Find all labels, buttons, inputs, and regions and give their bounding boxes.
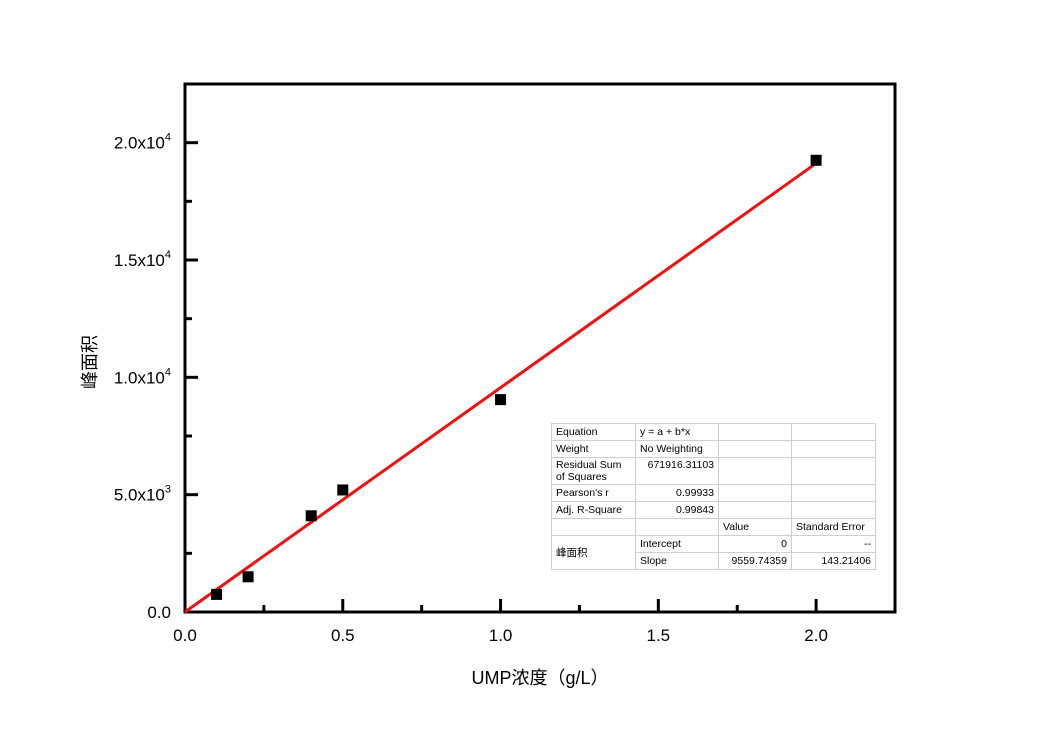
y-axis-title: 峰面积 (80, 335, 100, 389)
intercept-label: Intercept (635, 535, 719, 553)
y-tick-label: 2.0x104 (114, 132, 171, 153)
data-point (305, 510, 317, 522)
value-header: Value (718, 518, 792, 536)
pearson-label: Pearson's r (551, 484, 636, 502)
equation-label: Equation (551, 423, 636, 441)
table-row: Slope 9559.74359 143.21406 (552, 552, 876, 570)
intercept-value: 0 (718, 535, 792, 553)
data-points (211, 154, 822, 600)
x-axis-title: UMP浓度（g/L） (471, 668, 608, 688)
table-row: Weight No Weighting (551, 440, 876, 458)
rss-value: 671916.31103 (635, 457, 719, 485)
y-tick-label: 1.0x104 (114, 366, 171, 387)
x-tick-label: 0.0 (173, 626, 197, 645)
data-point (211, 588, 223, 600)
slope-value: 9559.74359 (718, 552, 792, 570)
x-tick-label: 0.5 (331, 626, 355, 645)
table-row: Value Standard Error (551, 518, 876, 536)
data-point (495, 394, 507, 406)
x-axis: 0.0 0.5 1.0 1.5 2.0 (173, 599, 828, 645)
x-tick-label: 2.0 (804, 626, 828, 645)
rss-label: Residual Sum of Squares (551, 457, 636, 485)
table-row: Pearson's r 0.99933 (551, 484, 876, 502)
y-axis: 0.0 5.0x103 1.0x104 1.5x104 2.0x104 (114, 132, 198, 622)
fit-line (184, 162, 817, 614)
adj-r-square-value: 0.99843 (635, 501, 719, 519)
plot-frame (183, 82, 897, 614)
stderr-header: Standard Error (791, 518, 876, 536)
data-point (810, 154, 822, 166)
group-label: 峰面积 (551, 535, 636, 570)
table-row: 峰面积 Intercept 0 -- (551, 535, 876, 570)
data-point (242, 571, 254, 583)
table-row: Adj. R-Square 0.99843 (551, 501, 876, 519)
y-tick-label: 1.5x104 (114, 249, 171, 270)
weight-value: No Weighting (635, 440, 719, 458)
fit-results-table: Equation y = a + b*x Weight No Weighting… (551, 423, 876, 570)
pearson-value: 0.99933 (635, 484, 719, 502)
table-row: Equation y = a + b*x (551, 423, 876, 441)
intercept-error: -- (791, 535, 876, 553)
table-row: Residual Sum of Squares 671916.31103 (551, 457, 876, 485)
slope-label: Slope (635, 552, 719, 570)
y-tick-label: 0.0 (147, 603, 171, 622)
slope-error: 143.21406 (791, 552, 876, 570)
x-tick-label: 1.5 (647, 626, 671, 645)
y-tick-label: 5.0x103 (114, 484, 171, 505)
data-point (337, 484, 349, 496)
weight-label: Weight (551, 440, 636, 458)
x-tick-label: 1.0 (489, 626, 513, 645)
adj-r-square-label: Adj. R-Square (551, 501, 636, 519)
equation-value: y = a + b*x (635, 423, 719, 441)
